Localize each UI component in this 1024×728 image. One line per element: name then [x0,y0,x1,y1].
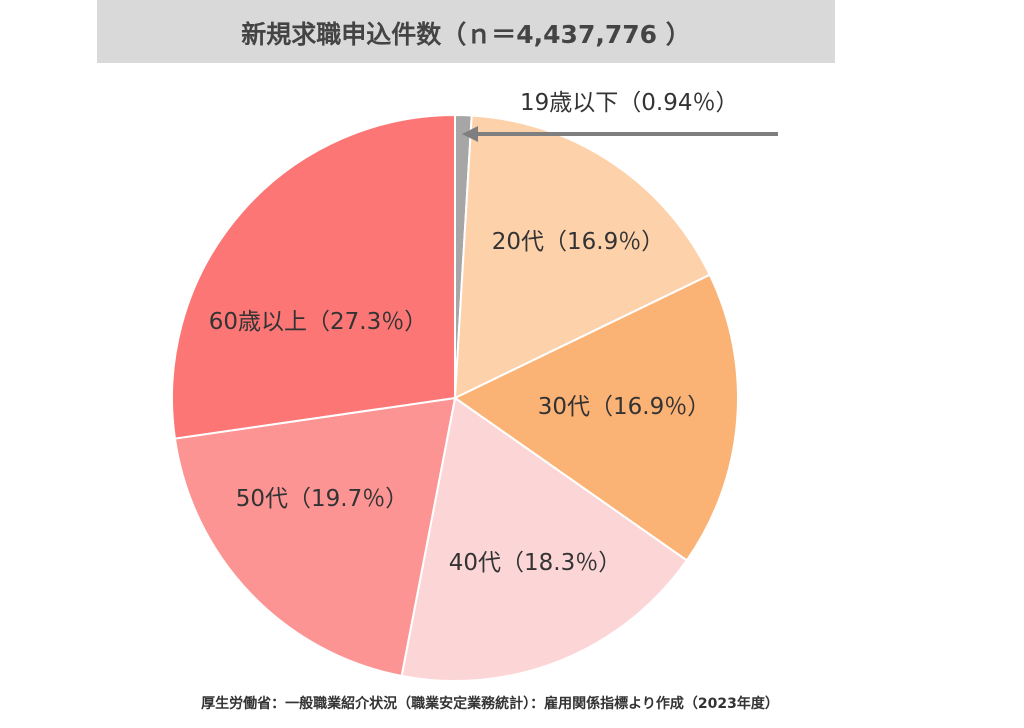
slice-value-label: （18.3％） [501,550,621,576]
pie-slice [400,396,689,682]
pointer-arrowhead [462,126,478,142]
pie-slice [173,396,457,678]
slice-value-label: （19.7％） [288,486,408,512]
slice-category: 60歳以上 [209,309,307,335]
slice-label: 60歳以上（27.3％） [209,309,428,335]
slice-category: 20代 [492,229,544,255]
slice-label: 20代（16.9％） [492,229,665,255]
slice-value-label: （16.9％） [544,229,664,255]
pie-slice [453,273,739,562]
slice-label: 40代（18.3％） [449,550,622,576]
slice-category: 19歳以下 [520,90,618,116]
slice-category: 30代 [538,394,590,420]
slice-label: 50代（19.7％） [236,486,409,512]
slice-value-label: （16.9％） [590,394,710,420]
slice-label: 19歳以下（0.94％） [520,90,739,116]
slice-category: 40代 [449,550,501,576]
source-note: 厚生労働省：一般職業紹介状況（職業安定業務統計）：雇用関係指標より作成（2023… [201,695,779,712]
pie-slice [453,114,712,400]
title-box [97,0,835,63]
slice-label: 30代（16.9％） [538,394,711,420]
pie-slice [171,113,456,440]
chart-title: 新規求職申込件数（ｎ＝4,437,776 ） [241,20,690,49]
slice-value-label: （27.3％） [307,309,427,335]
slice-category: 50代 [236,486,288,512]
slice-value-label: （0.94％） [618,90,738,116]
